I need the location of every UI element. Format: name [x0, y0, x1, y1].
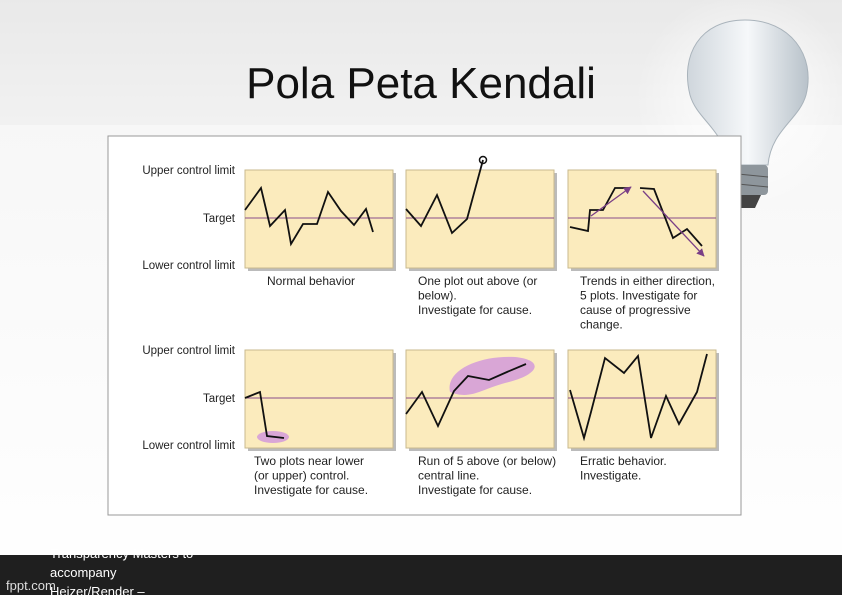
panel [567, 349, 717, 449]
row-label: Target [203, 213, 236, 225]
panel-caption: Investigate for cause. [418, 483, 532, 497]
panel-caption: Two plots near lower [254, 454, 364, 468]
panel-caption: (or upper) control. [254, 469, 349, 483]
panel-caption: Run of 5 above (or below) [418, 454, 556, 468]
panel-caption: central line. [418, 469, 479, 483]
row-label: Upper control limit [142, 165, 235, 177]
footer-note: Transparency Masters to [50, 546, 193, 561]
panel-caption: 5 plots. Investigate for [580, 289, 697, 303]
footer-note: accompany [50, 565, 117, 580]
panel-caption: Investigate. [580, 469, 641, 483]
panel-caption: change. [580, 318, 623, 332]
row-label: Lower control limit [142, 440, 235, 452]
slide-title: Pola Peta Kendali [246, 59, 596, 108]
panel-caption: below). [418, 289, 457, 303]
panel-caption: Investigate for cause. [254, 483, 368, 497]
footer-note: Heizer/Render – [50, 584, 145, 595]
footer-brand: fppt.com [6, 578, 56, 593]
figure: Upper control limit Target Lower control l… [107, 135, 742, 516]
trace-lines [244, 155, 708, 443]
panel-caption: One plot out above (or [418, 274, 537, 288]
panel-caption: Trends in either direction, [580, 274, 715, 288]
row-label: Target [203, 393, 236, 405]
footer-bar [0, 555, 842, 595]
panel [405, 169, 555, 269]
row-label: Lower control limit [142, 260, 235, 272]
panel [567, 169, 717, 269]
panel-caption: cause of progressive [580, 303, 691, 317]
panel-caption: Normal behavior [267, 274, 355, 288]
row-label: Upper control limit [142, 345, 235, 357]
panel-caption: Erratic behavior. [580, 454, 667, 468]
panel-caption: Investigate for cause. [418, 303, 532, 317]
